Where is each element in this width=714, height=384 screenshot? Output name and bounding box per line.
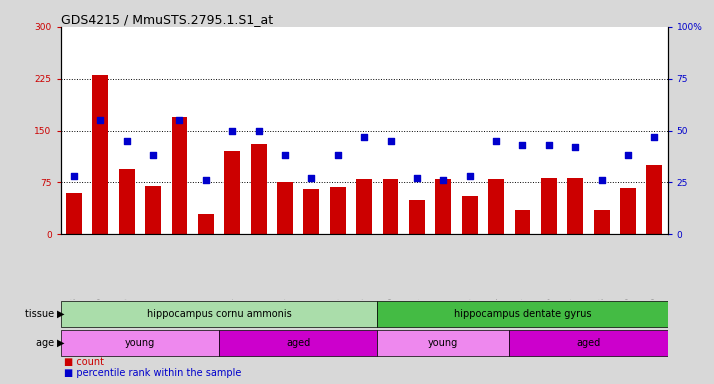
Point [438,177,449,184]
Text: tissue: tissue [25,309,57,319]
Point [306,175,317,181]
Bar [568,177,583,234]
Bar [171,117,187,234]
Bar [277,182,293,234]
Text: aged: aged [576,338,600,348]
Text: ■ percentile rank within the sample: ■ percentile rank within the sample [64,368,241,378]
Text: young: young [428,338,458,348]
Text: young: young [125,338,155,348]
Bar [219,330,377,356]
Text: aged: aged [286,338,311,348]
Point [358,134,370,140]
Bar [646,165,663,234]
Bar [330,187,346,234]
Text: hippocampus cornu ammonis: hippocampus cornu ammonis [146,309,291,319]
Bar [356,179,372,234]
Bar [594,210,610,234]
Point [147,152,159,159]
Bar [541,177,557,234]
Bar [409,200,425,234]
Bar [119,169,134,234]
Bar [198,214,213,234]
Point [649,134,660,140]
Point [200,177,211,184]
Text: ▶: ▶ [57,338,65,348]
Point [174,117,185,123]
Bar [383,179,398,234]
Point [385,138,396,144]
Bar [377,330,509,356]
Point [332,152,343,159]
Point [279,152,291,159]
Bar [251,144,266,234]
Point [596,177,608,184]
Point [543,142,555,148]
Bar [620,188,636,234]
Bar [509,330,668,356]
Point [491,138,502,144]
Point [121,138,132,144]
Bar [515,210,531,234]
Bar [66,193,82,234]
Point [464,173,476,179]
Bar [488,179,504,234]
Point [517,142,528,148]
Text: ■ count: ■ count [64,357,104,367]
Point [68,173,79,179]
Point [253,127,264,134]
Bar [92,75,109,234]
Point [570,144,581,150]
Text: ▶: ▶ [57,309,65,319]
Point [623,152,634,159]
Bar [436,179,451,234]
Bar [61,330,219,356]
Bar [224,151,240,234]
Bar [462,196,478,234]
Text: hippocampus dentate gyrus: hippocampus dentate gyrus [453,309,591,319]
Point [94,117,106,123]
Bar [303,189,319,234]
Point [226,127,238,134]
Text: age: age [36,338,57,348]
Bar [61,301,377,327]
Text: GDS4215 / MmuSTS.2795.1.S1_at: GDS4215 / MmuSTS.2795.1.S1_at [61,13,273,26]
Point [411,175,423,181]
Bar [377,301,668,327]
Bar [145,186,161,234]
